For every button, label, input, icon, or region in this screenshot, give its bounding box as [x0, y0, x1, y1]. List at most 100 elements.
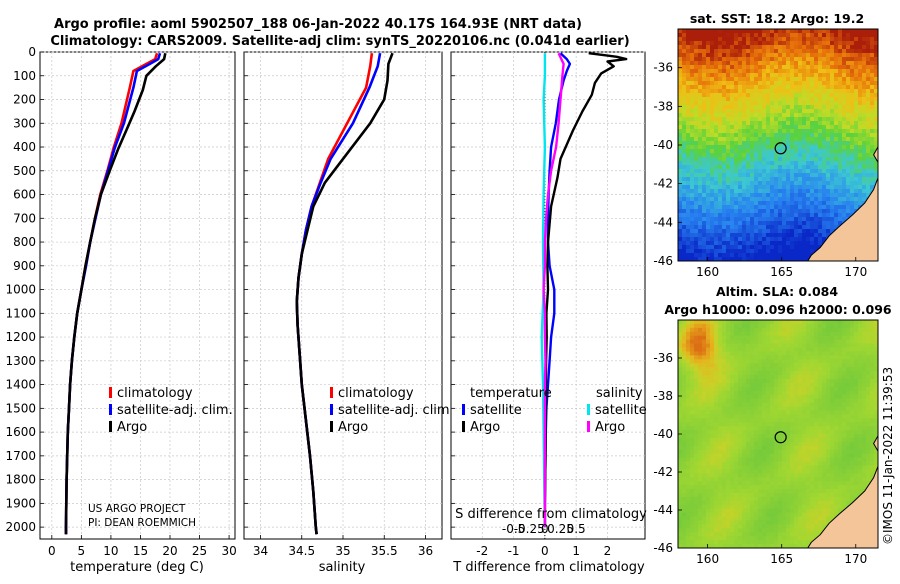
map-cell [738, 442, 742, 446]
map-cell [678, 193, 682, 197]
map-cell [842, 205, 846, 209]
map-cell [814, 233, 818, 237]
map-cell [682, 344, 686, 348]
map-cell [798, 113, 802, 117]
map-cell [778, 229, 782, 233]
map-cell [730, 403, 734, 407]
map-cell [806, 375, 810, 379]
map-cell [714, 450, 718, 454]
map-cell [774, 37, 778, 41]
map-cell [698, 332, 702, 336]
map-cell [834, 33, 838, 37]
map-cell [746, 141, 750, 145]
map-cell [858, 351, 862, 355]
map-cell [802, 141, 806, 145]
map-cell [734, 181, 738, 185]
map-cell [818, 414, 822, 418]
map-cell [706, 237, 710, 241]
map-cell [742, 133, 746, 137]
map-cell [734, 324, 738, 328]
map-cell [862, 328, 866, 332]
map-cell [694, 391, 698, 395]
map-cell [726, 145, 730, 149]
map-cell [806, 129, 810, 133]
map-cell [854, 149, 858, 153]
map-cell [834, 340, 838, 344]
map-cell [778, 422, 782, 426]
map-cell [806, 125, 810, 129]
map-cell [702, 45, 706, 49]
map-cell [694, 193, 698, 197]
map-cell [694, 249, 698, 253]
map-cell [722, 57, 726, 61]
map-cell [698, 189, 702, 193]
map-cell [866, 97, 870, 101]
map-cell [706, 414, 710, 418]
map-cell [722, 399, 726, 403]
map-cell [778, 65, 782, 69]
map-cell [762, 217, 766, 221]
map-cell [678, 418, 682, 422]
map-cell [842, 351, 846, 355]
map-cell [850, 454, 854, 458]
map-cell [766, 221, 770, 225]
map-cell [838, 161, 842, 165]
x-tick-label: 36 [418, 544, 433, 558]
map-cell [786, 197, 790, 201]
map-cell [690, 355, 694, 359]
map-cell [714, 221, 718, 225]
map-cell [850, 85, 854, 89]
map-cell [790, 141, 794, 145]
map-cell [690, 446, 694, 450]
map-cell [722, 45, 726, 49]
map-cell [754, 233, 758, 237]
map-cell [806, 149, 810, 153]
map-cell [742, 410, 746, 414]
map-cell [746, 410, 750, 414]
map-cell [750, 229, 754, 233]
map-cell [794, 430, 798, 434]
depth-tick-label: 1800 [5, 473, 36, 487]
map-cell [798, 422, 802, 426]
map-cell [738, 45, 742, 49]
map-cell [862, 49, 866, 53]
map-cell [838, 121, 842, 125]
map-cell [702, 438, 706, 442]
map-cell [862, 41, 866, 45]
map-cell [790, 125, 794, 129]
map-cell [834, 430, 838, 434]
map-cell [754, 458, 758, 462]
map-cell [750, 213, 754, 217]
map-cell [786, 57, 790, 61]
map-cell [830, 351, 834, 355]
map-cell [734, 414, 738, 418]
map-cell [706, 217, 710, 221]
map-cell [830, 117, 834, 121]
map-cell [810, 29, 814, 33]
map-cell [734, 53, 738, 57]
map-cell [814, 69, 818, 73]
map-cell [738, 105, 742, 109]
map-cell [678, 209, 682, 213]
map-cell [738, 359, 742, 363]
map-cell [818, 363, 822, 367]
map-cell [710, 173, 714, 177]
x-tick-label: 35.5 [371, 544, 398, 558]
map-cell [746, 391, 750, 395]
map-cell [850, 125, 854, 129]
map-cell [714, 340, 718, 344]
map-cell [786, 149, 790, 153]
map-cell [806, 233, 810, 237]
map-cell [754, 403, 758, 407]
map-cell [806, 181, 810, 185]
map-cell [794, 410, 798, 414]
map-cell [686, 454, 690, 458]
map-cell [822, 201, 826, 205]
map-cell [730, 434, 734, 438]
map-cell [718, 189, 722, 193]
map-cell [694, 185, 698, 189]
map-cell [802, 197, 806, 201]
map-cell [718, 121, 722, 125]
map-cell [830, 105, 834, 109]
map-cell [682, 29, 686, 33]
